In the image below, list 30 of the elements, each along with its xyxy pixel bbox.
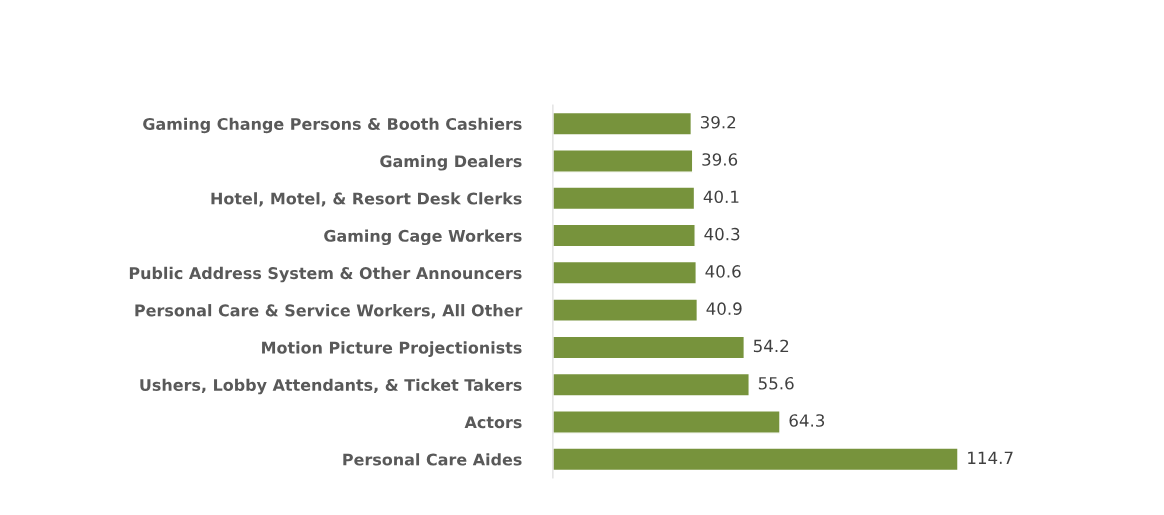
data-label: 40.3 xyxy=(704,227,740,241)
y-tick-label: Gaming Cage Workers xyxy=(324,229,522,246)
data-label: 39.6 xyxy=(702,153,738,166)
bar xyxy=(552,447,958,472)
y-tick-label: Hotel, Motel, & Resort Desk Clerks xyxy=(211,192,522,207)
data-label: 40.9 xyxy=(706,302,742,315)
y-tick-label: Motion Picture Projectionists xyxy=(262,341,522,357)
bar xyxy=(552,149,694,173)
y-tick-label: Personal Care & Service Workers, All Other xyxy=(135,304,523,319)
bar xyxy=(552,111,693,136)
data-label: 55.6 xyxy=(758,376,794,390)
bar xyxy=(552,410,781,434)
data-label: 54.2 xyxy=(753,339,789,353)
bar xyxy=(552,223,696,248)
data-label: 39.2 xyxy=(700,115,736,129)
bar xyxy=(552,335,746,360)
data-label: 64.3 xyxy=(789,414,825,427)
data-label: 40.1 xyxy=(703,190,739,204)
data-label: 40.6 xyxy=(705,265,741,278)
bar xyxy=(552,260,697,285)
data-label: 114.7 xyxy=(968,451,1013,464)
y-tick-label: Personal Care Aides xyxy=(343,453,522,466)
y-tick-label: Actors xyxy=(464,416,522,429)
y-tick-label: Gaming Change Persons & Booth Cashiers xyxy=(143,117,522,134)
bar xyxy=(552,372,750,397)
bar xyxy=(552,186,696,211)
y-tick-label: Public Address System & Other Announcers xyxy=(129,266,522,283)
bar xyxy=(552,298,699,323)
y-tick-label: Gaming Dealers xyxy=(380,154,522,171)
y-tick-label: Ushers, Lobby Attendants, & Ticket Takers xyxy=(140,378,522,395)
